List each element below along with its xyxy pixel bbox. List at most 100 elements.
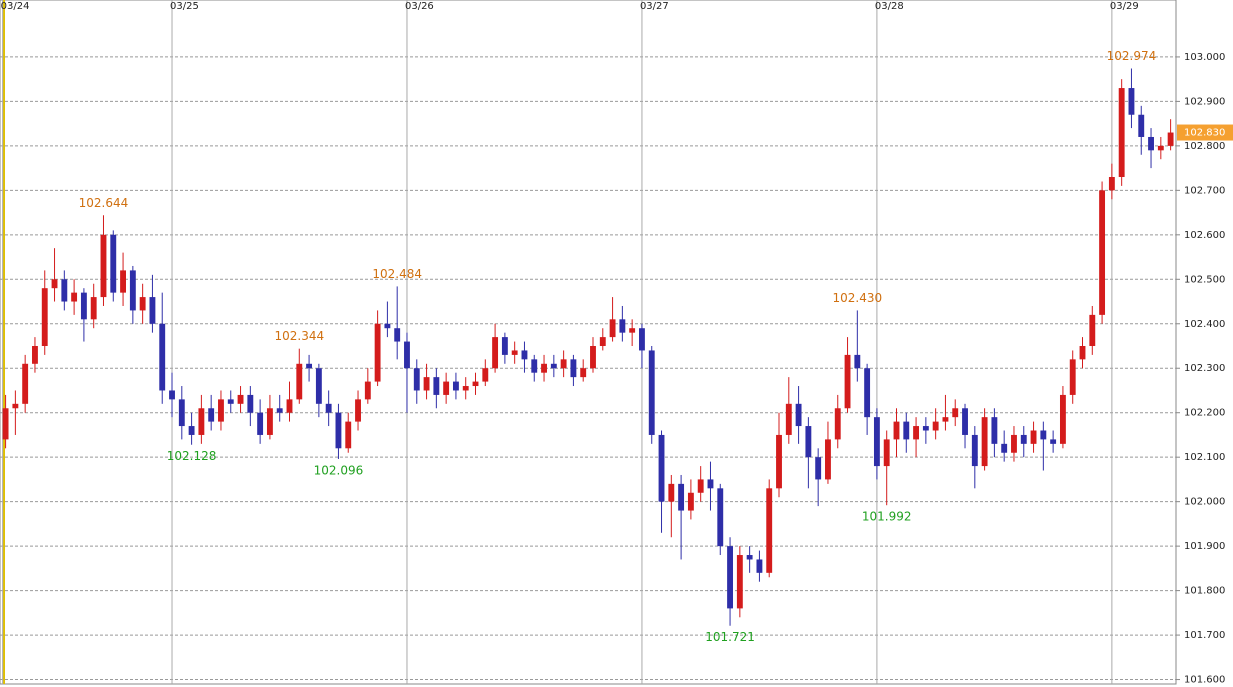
candle-body	[942, 417, 949, 422]
y-tick-label: 101.700	[1184, 630, 1225, 641]
candle-body	[639, 328, 645, 351]
candle-body	[795, 403, 802, 427]
price-annotation: 102.484	[372, 267, 422, 281]
candle-body	[1118, 88, 1125, 178]
candle-body	[766, 488, 773, 573]
y-tick-label: 102.500	[1184, 274, 1225, 285]
candle-body	[218, 399, 224, 422]
candle-body	[736, 555, 743, 609]
candle-body	[1128, 88, 1135, 115]
candle-body	[873, 417, 880, 467]
candle-body	[443, 381, 450, 395]
price-annotation: 101.721	[705, 630, 755, 644]
candle-body	[482, 368, 489, 382]
candle-body	[962, 408, 968, 435]
x-tick-label: 03/27	[640, 1, 669, 12]
last-price-label: 102.830	[1184, 128, 1225, 139]
candle-body	[22, 363, 29, 404]
candle-body	[913, 426, 920, 440]
y-tick-label: 102.900	[1184, 96, 1225, 107]
candle-body	[149, 297, 156, 324]
candle-body	[472, 381, 479, 387]
x-tick-label: 03/29	[1110, 1, 1139, 12]
candle-body	[707, 479, 714, 489]
candle-body	[32, 346, 38, 364]
candle-body	[1089, 314, 1096, 347]
candle-body	[1050, 439, 1057, 444]
x-tick-label: 03/24	[1, 1, 30, 12]
candle-body	[609, 319, 616, 338]
candle-body	[854, 354, 861, 369]
candle-body	[227, 399, 234, 404]
candle-body	[1079, 346, 1086, 360]
candle-body	[423, 377, 430, 391]
candle-body	[727, 546, 733, 609]
y-tick-label: 103.000	[1184, 52, 1225, 63]
candle-body	[41, 288, 48, 347]
candle-body	[2, 408, 9, 440]
candle-body	[129, 270, 136, 311]
candle-body	[355, 399, 361, 422]
candle-body	[844, 354, 851, 409]
candle-body	[580, 368, 587, 378]
candle-body	[296, 363, 303, 400]
candle-body	[159, 323, 166, 391]
candle-body	[629, 328, 636, 333]
x-tick-label: 03/26	[405, 1, 434, 12]
candle-body	[932, 421, 939, 431]
price-annotation: 101.992	[862, 510, 912, 524]
candle-body	[952, 408, 959, 418]
y-tick-label: 102.700	[1184, 185, 1225, 196]
candle-body	[247, 394, 254, 413]
candle-body	[266, 408, 273, 435]
candle-body	[1148, 136, 1154, 151]
candle-body	[864, 368, 871, 418]
candle-body	[120, 270, 126, 293]
price-annotation: 102.344	[274, 329, 324, 343]
y-tick-label: 102.200	[1184, 408, 1225, 419]
candle-body	[110, 234, 117, 293]
y-tick-label: 101.600	[1184, 675, 1225, 686]
candle-body	[345, 421, 352, 449]
price-annotation: 102.096	[314, 463, 364, 477]
candle-body	[541, 363, 547, 373]
candle-body	[570, 359, 577, 378]
candle-body	[1011, 434, 1017, 453]
candle-body	[599, 337, 606, 347]
x-tick-label: 03/25	[170, 1, 199, 12]
x-tick-label: 03/28	[875, 1, 904, 12]
candle-body	[825, 439, 831, 480]
candle-body	[139, 297, 146, 311]
y-tick-label: 102.800	[1184, 141, 1225, 152]
last-price-box	[1177, 124, 1233, 141]
candle-body	[335, 412, 342, 449]
candle-body	[1030, 430, 1037, 444]
candle-body	[1167, 132, 1174, 146]
candle-body	[12, 403, 19, 409]
candle-body	[413, 368, 420, 391]
candle-body	[883, 439, 890, 467]
candle-body	[903, 421, 910, 440]
plot-frame	[0, 0, 1177, 685]
candle-body	[374, 323, 381, 382]
candle-body	[687, 492, 694, 511]
candle-body	[550, 363, 557, 369]
candle-body	[208, 408, 215, 422]
candle-body	[315, 368, 322, 404]
candle-body	[776, 434, 782, 489]
candle-body	[100, 234, 107, 298]
candle-body	[237, 394, 244, 404]
candle-body	[717, 488, 724, 547]
candle-body	[433, 377, 440, 395]
price-annotation: 102.644	[79, 196, 129, 210]
candle-body	[325, 403, 332, 413]
candle-body	[1108, 177, 1115, 191]
candle-body	[971, 434, 978, 467]
candle-body	[80, 292, 87, 320]
candle-body	[462, 386, 469, 391]
candle-body	[668, 483, 675, 502]
candle-body	[785, 403, 792, 435]
candle-body	[922, 426, 929, 431]
candle-body	[286, 399, 293, 413]
